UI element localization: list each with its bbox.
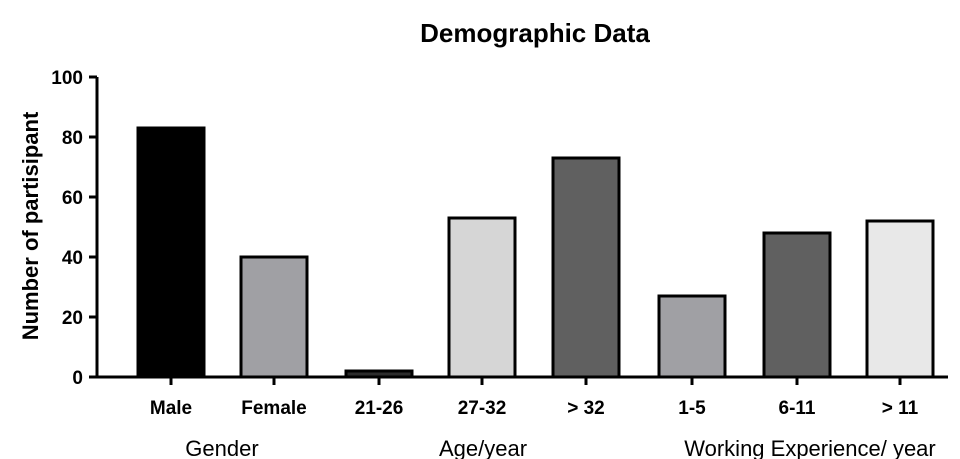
y-tick-label: 0 (72, 368, 83, 389)
x-tick-label: 27-32 (458, 398, 507, 419)
bar-6-11 (762, 231, 832, 379)
y-tick-label: 40 (62, 248, 83, 269)
bar-1-5 (657, 294, 727, 379)
chart-title: Demographic Data (420, 18, 650, 48)
bar-32 (551, 156, 621, 379)
y-axis-label: Number of partisipant (18, 111, 43, 340)
group-label: Gender (185, 436, 258, 459)
bar-male (136, 126, 206, 379)
x-tick-label: 6-11 (779, 398, 816, 419)
bar-female (239, 255, 309, 379)
y-tick-label: 80 (62, 128, 83, 149)
y-axis-ticks: 0 20 40 60 80 100 (51, 68, 97, 389)
x-tick-label: 21-26 (355, 398, 404, 419)
y-tick-label: 60 (62, 188, 83, 209)
group-label: Working Experience/ year (684, 436, 936, 459)
x-tick-label: > 32 (567, 398, 605, 419)
x-tick-label: Male (150, 398, 192, 419)
x-tick-label: 1-5 (678, 398, 706, 419)
bar-27-32 (447, 216, 517, 379)
x-tick-label: > 11 (882, 398, 919, 419)
category-groups: Gender Age/year Working Experience/ year (185, 436, 935, 459)
group-label: Age/year (439, 436, 527, 459)
bars (136, 126, 935, 379)
x-tick-label: Female (241, 398, 306, 419)
y-tick-label: 20 (62, 308, 83, 329)
y-tick-label: 100 (51, 68, 83, 89)
bar-11 (865, 219, 935, 379)
x-axis-ticks: Male Female 21-26 27-32 > 32 1-5 6-11 > 11 (150, 377, 919, 419)
